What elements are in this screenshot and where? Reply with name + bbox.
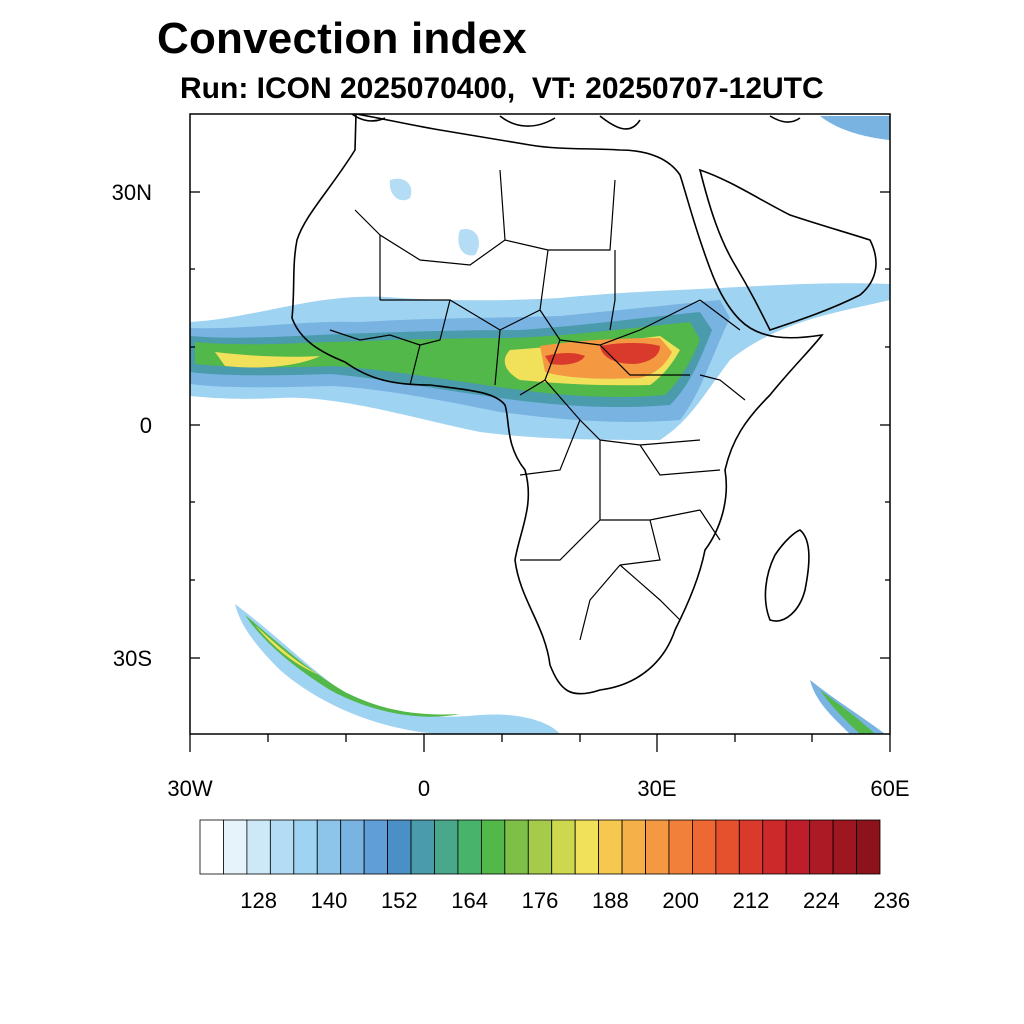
colorbar-swatch <box>738 819 764 875</box>
lon-label-60e: 60E <box>870 776 910 801</box>
country-borders <box>329 169 746 641</box>
convection-field <box>190 116 890 734</box>
colorbar-label: 164 <box>451 888 488 913</box>
colorbar-swatch <box>645 819 670 875</box>
lat-label-0: 0 <box>139 413 152 438</box>
colorbar-label: 200 <box>662 888 700 913</box>
colorbar-swatch <box>269 819 295 875</box>
colorbar <box>199 819 881 875</box>
lat-label-30s: 30S <box>112 646 152 671</box>
colorbar-swatch <box>340 819 365 875</box>
colorbar-swatch <box>668 819 693 875</box>
colorbar-label: 224 <box>803 888 840 913</box>
colorbar-label: 212 <box>732 888 770 913</box>
south-band-4 <box>810 680 885 734</box>
colorbar-swatch <box>434 819 459 875</box>
lon-label-30e: 30E <box>637 776 677 801</box>
colorbar-swatch <box>692 819 717 875</box>
north-patch-1 <box>820 116 890 140</box>
south-band-2 <box>245 615 460 717</box>
arabia-outline <box>698 168 877 331</box>
colorbar-swatch <box>762 819 787 875</box>
map-frame <box>189 113 891 735</box>
africa-coastline <box>291 114 824 695</box>
colorbar-swatch <box>363 819 388 875</box>
colorbar-swatch <box>809 819 834 875</box>
colorbar-swatch <box>832 819 857 875</box>
madagascar-outline <box>764 529 810 622</box>
colorbar-swatch <box>223 819 248 875</box>
colorbar-swatch <box>316 819 342 875</box>
colorbar-label: 236 <box>873 888 911 913</box>
map-title: Convection index <box>157 14 527 63</box>
colorbar-swatch <box>598 819 623 875</box>
colorbar-swatch <box>199 819 224 875</box>
colorbar-swatch <box>574 819 600 875</box>
colorbar-swatch <box>856 819 881 875</box>
colorbar-label: 140 <box>310 888 348 913</box>
lon-label-0: 0 <box>417 776 431 801</box>
colorbar-label: 128 <box>240 888 277 913</box>
border-lines <box>329 169 746 641</box>
colorbar-swatch <box>246 819 271 875</box>
colorbar-label: 188 <box>591 888 629 913</box>
lon-label-30w: 30W <box>167 776 213 801</box>
colorbar-swatch <box>621 819 646 875</box>
map-subtitle: Run: ICON 2025070400, VT: 20250707-12UTC <box>180 72 824 105</box>
colorbar-swatch <box>785 819 811 875</box>
colorbar-label: 176 <box>521 888 559 913</box>
colorbar-swatch <box>293 819 318 875</box>
colorbar-swatch <box>715 819 740 875</box>
north-patch-2 <box>389 178 480 256</box>
colorbar-swatch <box>551 819 576 875</box>
colorbar-swatch <box>527 819 553 875</box>
axis-ticks <box>189 191 891 752</box>
colorbar-label: 152 <box>380 888 418 913</box>
colorbar-swatch <box>504 819 529 875</box>
lat-label-30n: 30N <box>111 180 152 205</box>
coastlines <box>291 114 877 695</box>
south-band-5 <box>820 690 875 734</box>
colorbar-swatch <box>410 819 435 875</box>
colorbar-swatch <box>457 819 482 875</box>
colorbar-swatch <box>480 819 506 875</box>
itcz-core-red <box>545 343 660 365</box>
colorbar-swatch <box>387 819 412 875</box>
south-band-1 <box>235 604 560 734</box>
europe-fragment <box>351 114 801 130</box>
